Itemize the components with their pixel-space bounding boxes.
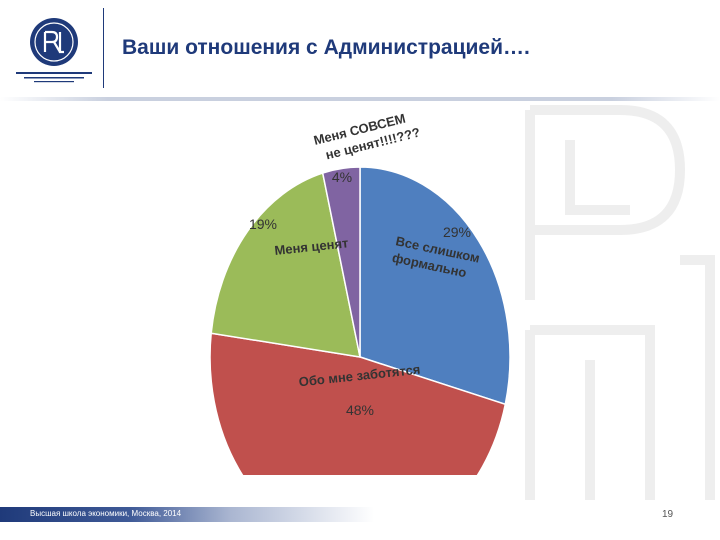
percent-label: 19% [249,216,277,232]
slide-header: Ваши отношения с Администрацией…. [0,0,720,98]
category-label: Меня СОВСЕМне ценят!!!!??? [312,108,422,164]
percent-label: 48% [346,402,374,418]
watermark-letters [525,105,715,500]
slide-title: Ваши отношения с Администрацией…. [122,36,530,59]
slice-vse-slishkom-formalno [359,166,511,406]
footer-text: Высшая школа экономики, Москва, 2014 [30,509,182,518]
hse-logo-icon [16,18,92,83]
percent-label: 29% [443,224,471,240]
percent-label: 4% [332,169,352,185]
page-number: 19 [662,509,674,520]
slice-menya-tsenyat [210,172,361,358]
slice-menya-sovsem-ne-tsenyat [321,166,361,358]
slice-obo-mne-zabotyatsya [209,332,507,475]
header-rule [0,97,720,101]
header-divider [103,8,104,88]
footer-bar [0,507,720,522]
